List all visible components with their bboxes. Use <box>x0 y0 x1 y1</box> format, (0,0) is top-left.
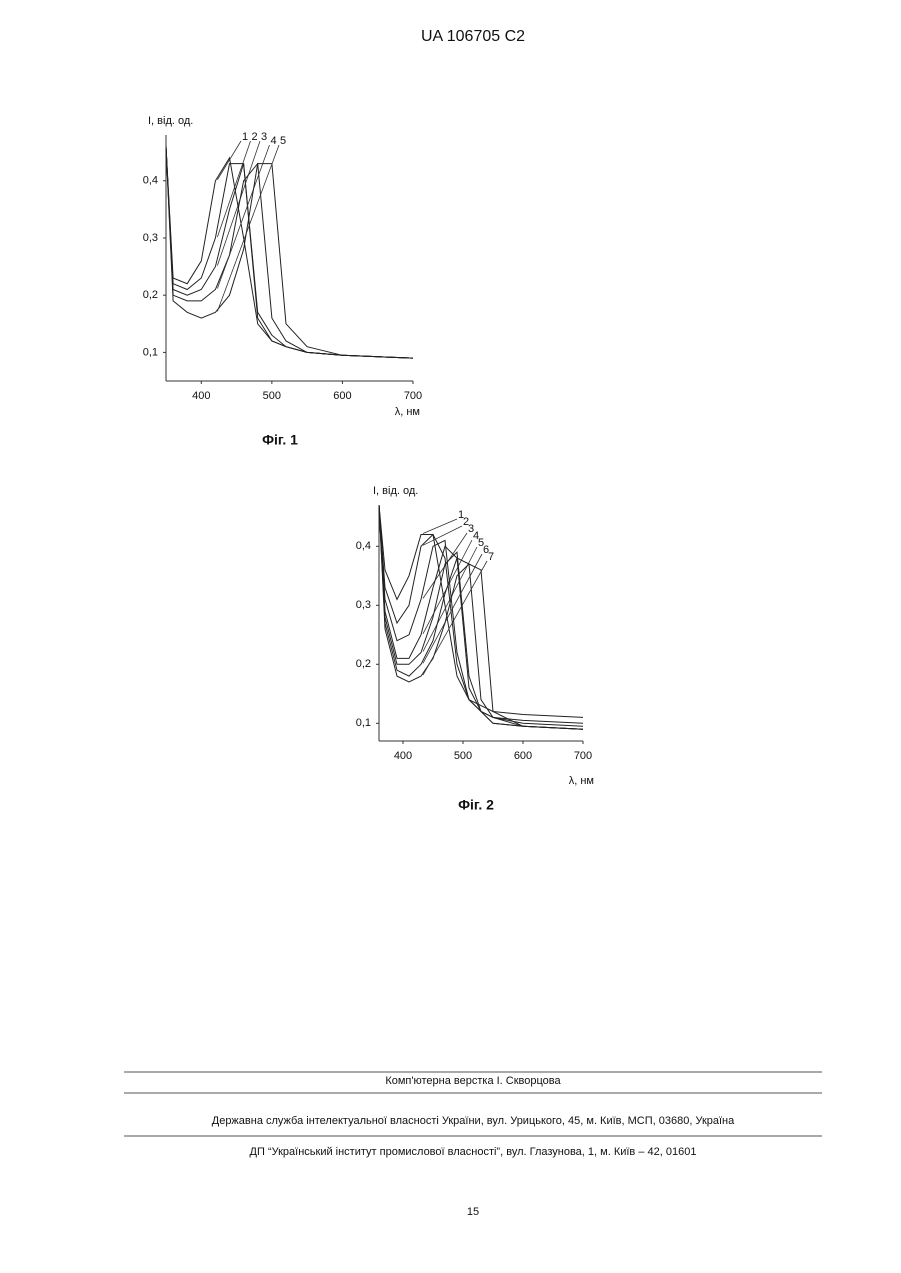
y-tick-label: 0,3 <box>356 599 371 611</box>
y-axis-label: I, від. од. <box>148 115 193 127</box>
curve-arrow <box>217 141 260 266</box>
y-tick-label: 0,4 <box>143 175 158 187</box>
footer-institute: ДП “Український інститут промислової вла… <box>250 1146 697 1158</box>
y-axis-label: I, від. од. <box>373 485 418 497</box>
y-tick-label: 0,2 <box>143 289 158 301</box>
x-tick-label: 400 <box>394 750 412 762</box>
x-tick-label: 500 <box>263 390 281 402</box>
curve-label: 5 <box>280 135 286 147</box>
y-tick-label: 0,1 <box>356 717 371 729</box>
y-tick-label: 0,1 <box>143 346 158 358</box>
curve-arrow <box>423 526 462 545</box>
x-tick-label: 700 <box>574 750 592 762</box>
page-number: 15 <box>467 1206 479 1218</box>
y-tick-label: 0,3 <box>143 232 158 244</box>
x-tick-label: 400 <box>192 390 210 402</box>
curve-label: 7 <box>488 551 494 563</box>
page: UA 106705 C2 Комп'ютерна верстка І. Скво… <box>0 0 901 1273</box>
curve-label: 3 <box>261 131 267 143</box>
curve-arrow <box>217 145 279 311</box>
curve-arrow <box>217 141 241 180</box>
header: UA 106705 C2 <box>421 28 525 45</box>
figure-caption: Фіг. 2 <box>458 797 494 813</box>
curve-label: 1 <box>242 131 248 143</box>
x-axis-label: λ, нм <box>395 406 420 418</box>
x-tick-label: 600 <box>333 390 351 402</box>
x-tick-label: 700 <box>404 390 422 402</box>
figure-caption: Фіг. 1 <box>262 432 298 448</box>
footer-layout: Комп'ютерна верстка І. Скворцова <box>385 1075 561 1087</box>
y-tick-label: 0,4 <box>356 540 371 552</box>
x-axis-label: λ, нм <box>569 775 594 787</box>
curve-label: 2 <box>252 131 258 143</box>
x-tick-label: 500 <box>454 750 472 762</box>
curve-label: 4 <box>271 135 277 147</box>
x-tick-label: 600 <box>514 750 532 762</box>
y-tick-label: 0,2 <box>356 658 371 670</box>
spectrum-line <box>166 146 413 358</box>
footer-office: Державна служба інтелектуальної власност… <box>212 1115 735 1127</box>
